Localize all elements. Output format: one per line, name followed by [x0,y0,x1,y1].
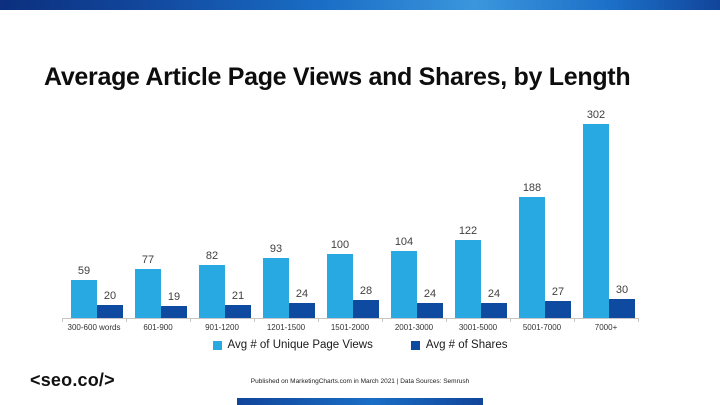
bar-shares [353,300,379,318]
category-label: 5001-7000 [522,323,562,332]
category-label: 3001-5000 [458,323,498,332]
bar-group: 188 27 [510,118,574,318]
top-accent-bar [0,0,720,10]
value-label: 100 [330,239,350,251]
bar-page-views [135,269,161,318]
value-label: 82 [205,250,219,262]
axis-tick [446,318,447,322]
bar-group: 122 24 [446,118,510,318]
bar-shares [417,303,443,318]
value-label: 24 [487,288,501,300]
bar-shares [289,303,315,318]
legend-item: Avg # of Unique Page Views [212,339,373,351]
bar-shares [545,301,571,318]
bar-page-views [71,280,97,318]
bar-groups-container: 59 20 77 19 82 21 93 24 100 28 104 24 122 24 188 27 302 3… [62,109,638,318]
category-axis-labels: 300-600 words 601-900 901-1200 1201-1500 150… [62,322,638,333]
bar-page-views [327,254,353,318]
value-label: 30 [615,284,629,296]
category-label: 1501-2000 [330,323,370,332]
source-attribution: Published on MarketingCharts.com in Marc… [250,378,470,385]
bar-page-views [263,258,289,318]
legend-swatch-icon [212,340,222,350]
bar-page-views [391,251,417,318]
axis-tick [190,318,191,322]
bar-group: 104 24 [382,118,446,318]
axis-tick [254,318,255,322]
value-label: 122 [458,225,478,237]
bar-group: 93 24 [254,118,318,318]
bar-page-views [455,240,481,318]
value-label: 19 [167,291,181,303]
axis-tick [574,318,575,322]
value-label: 59 [77,265,91,277]
bar-shares [97,305,123,318]
chart-legend: Avg # of Unique Page Views Avg # of Share… [0,339,720,351]
legend-label: Avg # of Unique Page Views [227,339,373,351]
seo-co-logo: <seo.co/> [30,370,115,390]
bar-shares [481,303,507,318]
axis-tick [62,318,63,322]
bottom-accent-bar [237,398,483,405]
bar-group: 82 21 [190,118,254,318]
bar-group: 100 28 [318,118,382,318]
category-label: 7000+ [594,323,618,332]
bar-chart-plot-area: 59 20 77 19 82 21 93 24 100 28 104 24 122 24 188 27 302 3… [62,109,638,318]
value-label: 302 [586,109,606,121]
category-label: 1201-1500 [266,323,306,332]
bar-page-views [583,124,609,318]
bar-page-views [519,197,545,318]
axis-tick [126,318,127,322]
category-label: 300-600 words [67,323,121,332]
value-label: 77 [141,254,155,266]
legend-swatch-icon [410,340,420,350]
value-label: 28 [359,285,373,297]
chart-title: Average Article Page Views and Shares, b… [44,62,631,91]
value-label: 93 [269,243,283,255]
category-label: 901-1200 [205,323,239,332]
axis-tick [382,318,383,322]
value-label: 24 [423,288,437,300]
bar-shares [161,306,187,318]
bar-group: 77 19 [126,118,190,318]
legend-item: Avg # of Shares [410,339,508,351]
category-label: 2001-3000 [394,323,434,332]
axis-tick [510,318,511,322]
category-label: 601-900 [143,323,173,332]
bar-group: 302 30 [574,109,638,318]
axis-tick [638,318,639,322]
value-label: 20 [103,290,117,302]
bar-page-views [199,265,225,318]
value-label: 27 [551,286,565,298]
axis-tick [318,318,319,322]
value-label: 104 [394,236,414,248]
legend-label: Avg # of Shares [425,339,508,351]
value-label: 21 [231,290,245,302]
value-label: 188 [522,182,542,194]
bar-shares [609,299,635,318]
bar-shares [225,305,251,318]
bar-group: 59 20 [62,118,126,318]
value-label: 24 [295,288,309,300]
x-axis-line [62,318,639,319]
